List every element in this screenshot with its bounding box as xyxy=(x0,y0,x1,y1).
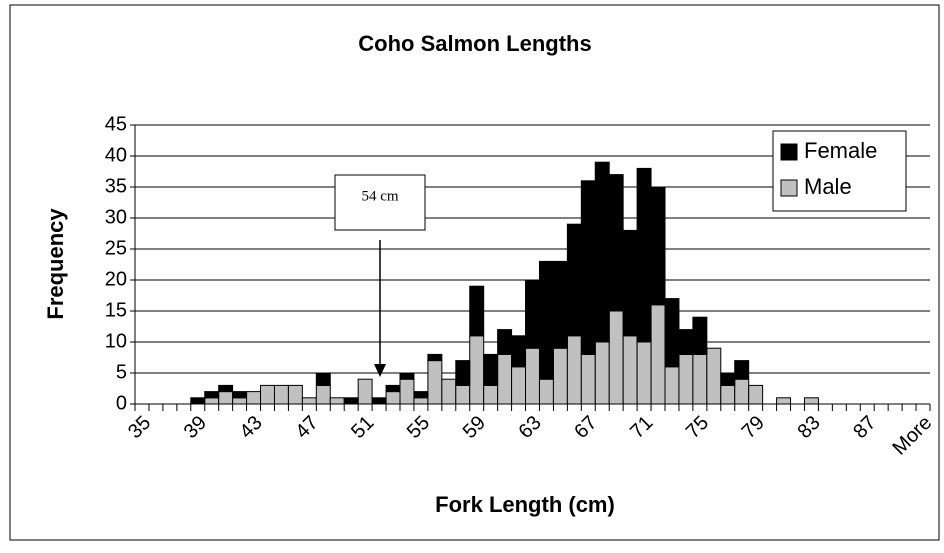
y-tick-label: 15 xyxy=(105,299,127,321)
y-tick-label: 25 xyxy=(105,237,127,259)
bar-segment xyxy=(734,360,750,380)
bar-segment xyxy=(692,353,708,405)
bar-segment xyxy=(455,384,471,405)
bar-segment xyxy=(441,378,457,405)
bar-segment xyxy=(594,341,610,405)
bar-segment xyxy=(469,335,485,405)
arrow-head xyxy=(374,364,386,377)
bar-segment xyxy=(315,384,331,405)
bar-segment xyxy=(650,186,666,306)
bar-segment xyxy=(566,223,582,337)
bar-segment xyxy=(399,372,415,380)
y-tick-label: 35 xyxy=(105,175,127,197)
bar-segment xyxy=(538,260,554,380)
bar-segment xyxy=(650,304,666,405)
bar-segment xyxy=(552,260,568,349)
bar-segment xyxy=(371,397,387,405)
bar-segment xyxy=(483,353,499,386)
bar-segment xyxy=(385,391,401,405)
bar-segment xyxy=(664,298,680,368)
bar-segment xyxy=(260,384,275,405)
y-tick-label: 10 xyxy=(105,330,127,352)
bar-segment xyxy=(413,391,429,399)
bar-segment xyxy=(497,329,513,355)
bar-segment xyxy=(636,341,652,405)
bar-segment xyxy=(622,335,638,405)
bar-segment xyxy=(232,391,248,399)
bar-segment xyxy=(706,347,722,405)
bar-segment xyxy=(580,353,596,405)
bar-segment xyxy=(287,384,303,405)
bar-segment xyxy=(692,316,708,355)
bar-segment xyxy=(622,229,638,337)
bar-segment xyxy=(678,353,694,405)
bar-segment xyxy=(580,180,596,355)
legend-label: Female xyxy=(804,138,877,163)
bar-segment xyxy=(497,353,513,405)
bar-segment xyxy=(427,353,443,362)
bar-segment xyxy=(608,310,624,405)
bar-segment xyxy=(483,384,499,405)
bar-segment xyxy=(399,378,415,405)
legend-swatch xyxy=(780,179,798,197)
bar-segment xyxy=(427,360,443,405)
bar-segment xyxy=(552,347,568,405)
chart-border xyxy=(9,4,940,541)
legend-label: Male xyxy=(804,174,852,199)
bar-segment xyxy=(469,285,485,337)
bar-segment xyxy=(720,372,736,386)
bar-segment xyxy=(301,397,317,405)
bar-segment xyxy=(204,397,220,405)
y-tick-label: 5 xyxy=(116,361,127,383)
bar-segment xyxy=(232,397,248,405)
bar-segment xyxy=(636,167,652,343)
annotation-text: 54 cm xyxy=(361,188,398,204)
legend: Female Male xyxy=(772,130,907,212)
y-tick-label: 40 xyxy=(105,144,127,166)
bar-segment xyxy=(357,378,373,405)
bar-segment xyxy=(776,397,792,405)
bar-segment xyxy=(218,384,234,393)
bar-segment xyxy=(734,378,750,405)
bar-segment xyxy=(594,161,610,343)
y-tick-label: 20 xyxy=(105,268,127,290)
y-tick-label: 0 xyxy=(116,392,127,414)
x-axis-label: Fork Length (cm) xyxy=(435,492,615,517)
legend-swatch xyxy=(780,143,798,161)
bar-segment xyxy=(525,279,540,349)
bar-segment xyxy=(525,347,540,405)
y-tick-label: 45 xyxy=(105,113,127,135)
bar-segment xyxy=(608,174,624,312)
bar-segment xyxy=(204,391,220,399)
bar-segment xyxy=(678,329,694,355)
bar-segment xyxy=(246,391,262,405)
y-tick-label: 30 xyxy=(105,206,127,228)
bar-segment xyxy=(413,397,429,405)
bar-segment xyxy=(511,366,527,405)
bar-segment xyxy=(343,397,359,405)
y-axis-label: Frequency xyxy=(43,208,68,320)
bar-segment xyxy=(748,384,764,405)
bar-segment xyxy=(720,384,736,405)
bar-segment xyxy=(538,378,554,405)
bar-segment xyxy=(273,384,289,405)
bar-segment xyxy=(218,391,234,405)
bar-segment xyxy=(190,397,206,405)
bar-segment xyxy=(329,397,345,405)
bar-segment xyxy=(385,384,401,393)
bar-segment xyxy=(511,335,527,368)
annotation-box xyxy=(334,174,426,231)
bar-segment xyxy=(315,372,331,386)
bar-segment xyxy=(803,397,819,405)
bar-segment xyxy=(455,360,471,386)
bar-segment xyxy=(664,366,680,405)
bar-segment xyxy=(566,335,582,405)
chart-title: Coho Salmon Lengths xyxy=(358,31,591,56)
